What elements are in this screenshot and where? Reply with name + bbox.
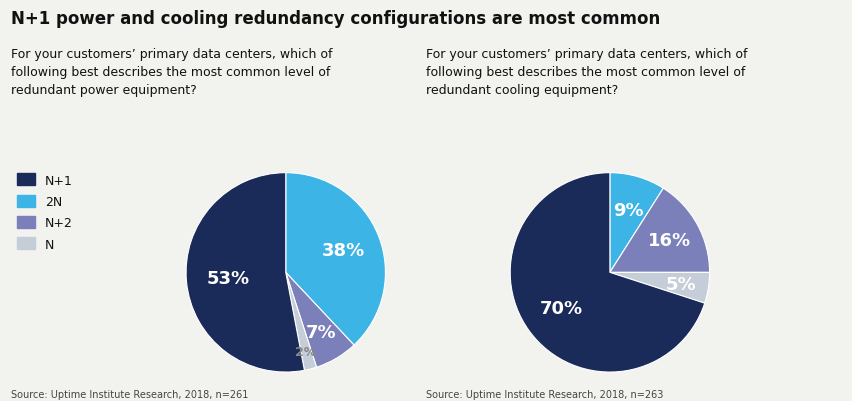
Legend: N+1, 2N, N+2, N: N+1, 2N, N+2, N xyxy=(17,174,72,251)
Wedge shape xyxy=(285,273,316,371)
Text: 2%: 2% xyxy=(295,345,316,358)
Text: 16%: 16% xyxy=(647,231,690,249)
Text: 7%: 7% xyxy=(306,324,337,342)
Text: 5%: 5% xyxy=(665,275,695,293)
Text: N+1 power and cooling redundancy configurations are most common: N+1 power and cooling redundancy configu… xyxy=(11,10,659,28)
Wedge shape xyxy=(609,273,709,304)
Text: For your customers’ primary data centers, which of
following best describes the : For your customers’ primary data centers… xyxy=(11,48,332,97)
Text: Source: Uptime Institute Research, 2018, n=263: Source: Uptime Institute Research, 2018,… xyxy=(426,389,663,399)
Text: 70%: 70% xyxy=(539,299,583,317)
Wedge shape xyxy=(186,173,304,372)
Wedge shape xyxy=(509,173,704,372)
Wedge shape xyxy=(609,189,709,273)
Text: Source: Uptime Institute Research, 2018, n=261: Source: Uptime Institute Research, 2018,… xyxy=(11,389,248,399)
Wedge shape xyxy=(609,173,663,273)
Text: For your customers’ primary data centers, which of
following best describes the : For your customers’ primary data centers… xyxy=(426,48,747,97)
Wedge shape xyxy=(285,273,354,367)
Text: 9%: 9% xyxy=(612,202,642,220)
Wedge shape xyxy=(285,173,385,345)
Text: 53%: 53% xyxy=(206,269,250,287)
Text: 38%: 38% xyxy=(321,241,365,259)
